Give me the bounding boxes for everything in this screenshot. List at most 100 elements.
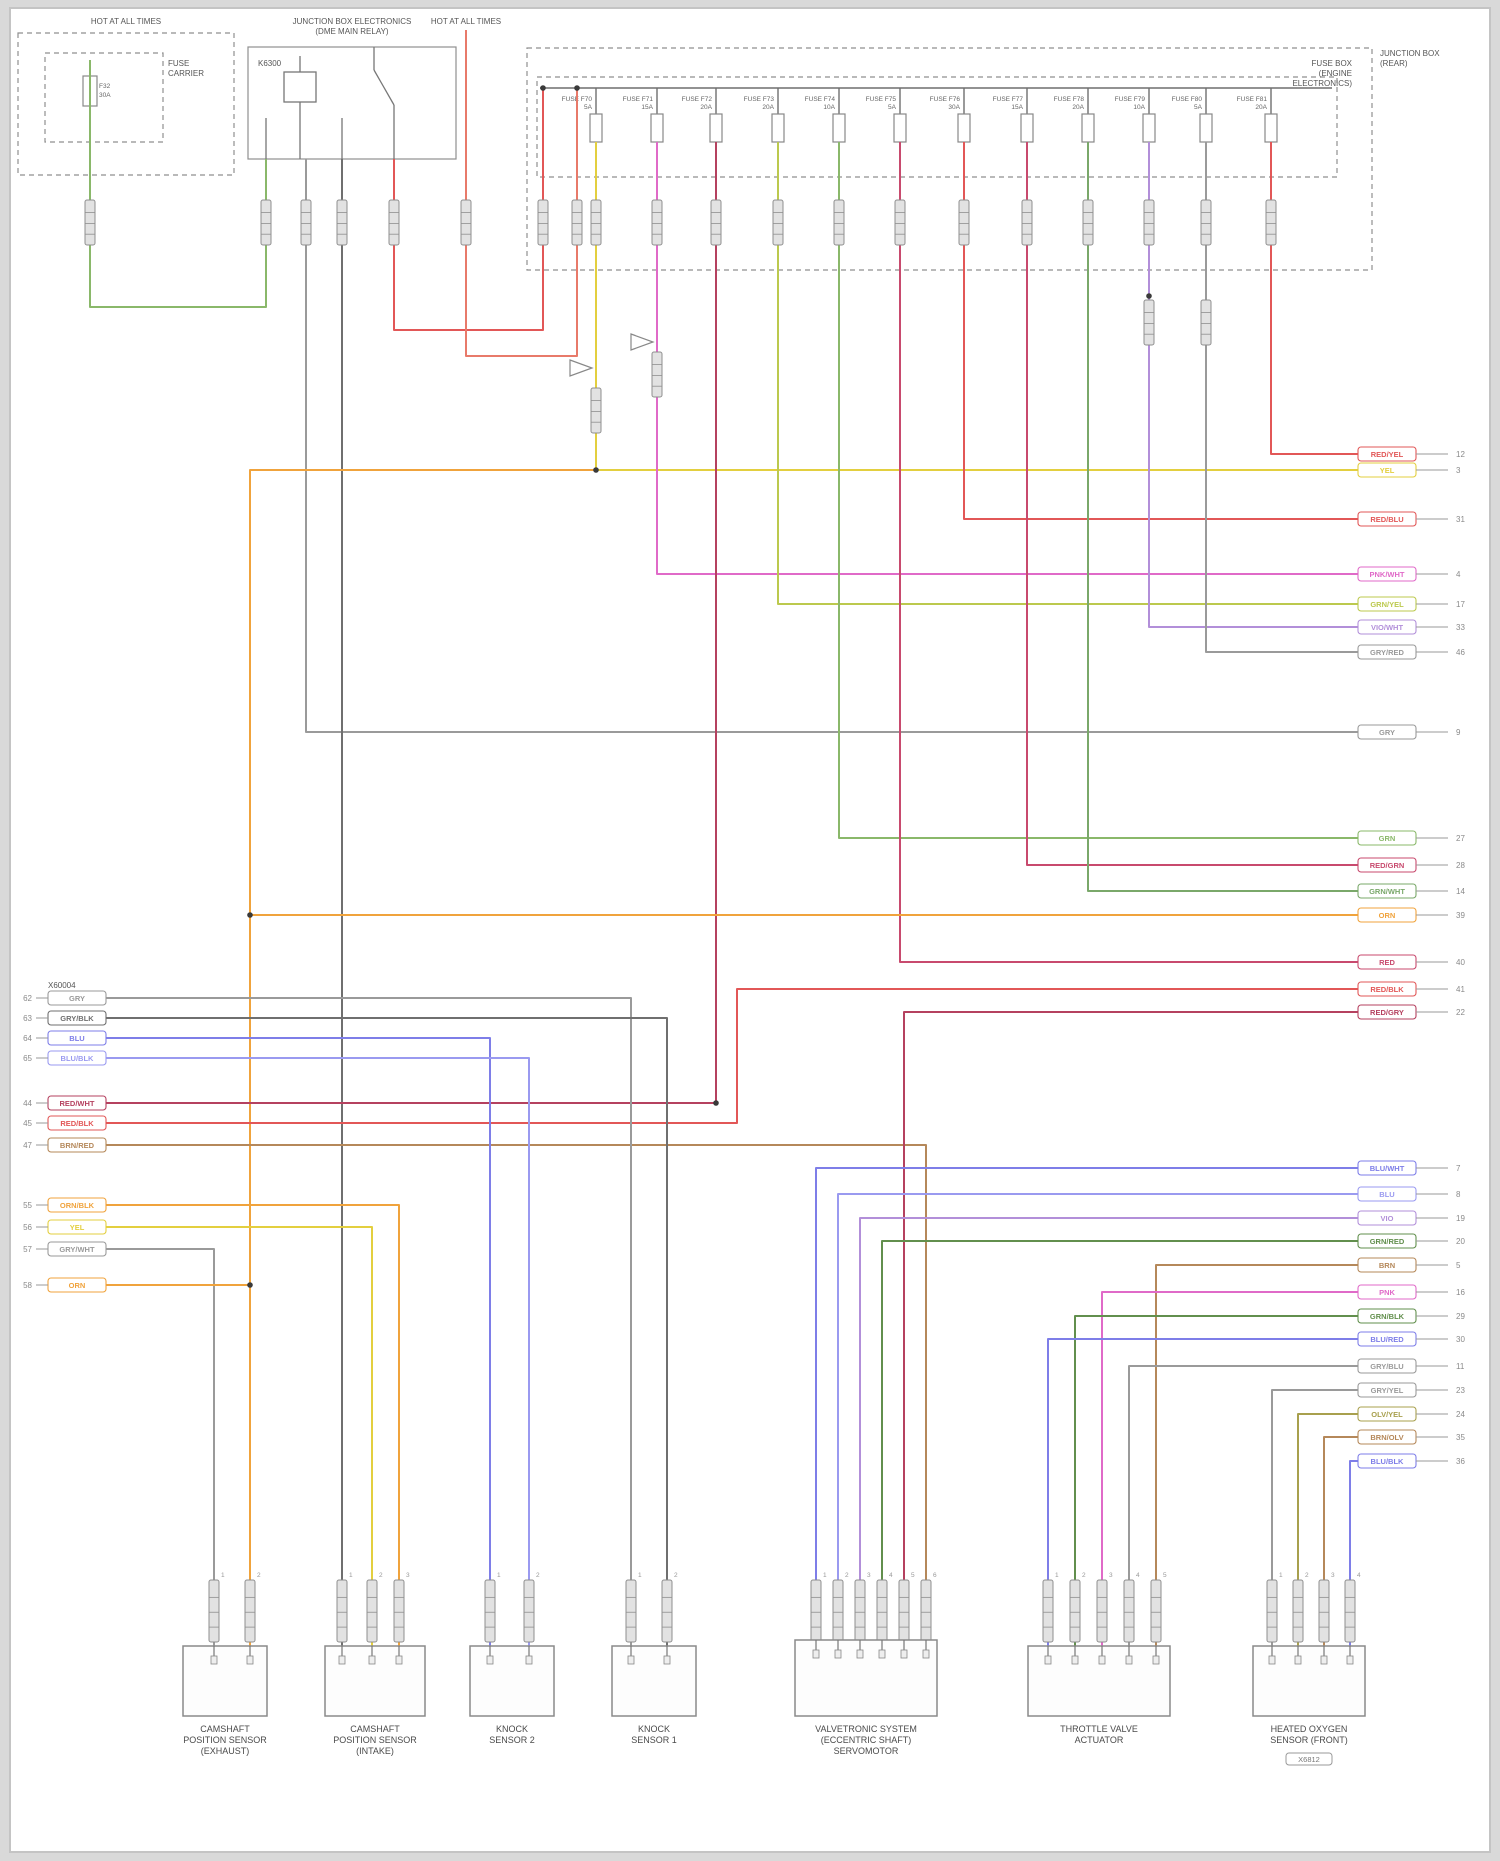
connector-sleeve: [1200, 199, 1212, 246]
fuse-icon: [1081, 113, 1095, 143]
connector-sleeve: [208, 1579, 220, 1643]
wire-label: ORN: [1379, 911, 1396, 920]
junction-dot: [247, 1282, 253, 1288]
wire-label: RED/BLK: [60, 1119, 94, 1128]
engine-fusebox-inner: [536, 76, 1338, 178]
component-pin-terminal: [1320, 1655, 1328, 1665]
wire-gray: [1128, 1365, 1358, 1646]
wire-label: PNK/WHT: [1370, 570, 1405, 579]
fuse-icon: [1199, 113, 1213, 143]
junction-dot: [593, 467, 599, 473]
component-label: VALVETRONIC SYSTEM: [815, 1724, 917, 1734]
connector-sleeve: [260, 199, 272, 246]
pin-number: 62: [23, 994, 32, 1003]
pin-number: 58: [23, 1281, 32, 1290]
wire-crimson: [1026, 142, 1358, 866]
component-label: POSITION SENSOR: [333, 1735, 417, 1745]
pin-number: 1: [1279, 1572, 1283, 1579]
connector-sleeve: [1082, 199, 1094, 246]
wire-dkgreen: [1074, 1315, 1358, 1646]
fuse-amp: 5A: [1194, 104, 1203, 111]
fuse-amp: 15A: [641, 104, 653, 111]
pin-number: 17: [1456, 600, 1465, 609]
pin-number: 4: [1357, 1572, 1361, 1579]
wire-label: RED/BLU: [1370, 515, 1403, 524]
pin-number: 8: [1456, 1190, 1461, 1199]
pin-number: 65: [23, 1054, 32, 1063]
header-text: ELECTRONICS): [1292, 79, 1352, 88]
wire-magenta: [1101, 1291, 1358, 1646]
header-text: JUNCTION BOX ELECTRONICS: [293, 17, 412, 26]
pin-number: 30: [1456, 1335, 1465, 1344]
wire-label: BLU/BLK: [61, 1054, 94, 1063]
pin-number: 5: [1163, 1572, 1167, 1579]
component-label: SERVOMOTOR: [834, 1746, 899, 1756]
fuse-carrier-box: [17, 32, 235, 176]
pin-number: 12: [1456, 450, 1465, 459]
component-label: SENSOR 2: [489, 1735, 535, 1745]
wire-crimson: [899, 142, 1358, 963]
connector-sleeve: [832, 1579, 844, 1643]
fuse-icon: [893, 113, 907, 143]
component-label: CAMSHAFT: [350, 1724, 400, 1734]
pin-number: 57: [23, 1245, 32, 1254]
component-label: THROTTLE VALVE: [1060, 1724, 1138, 1734]
header-text: HOT AT ALL TIMES: [91, 17, 161, 26]
component-label: HEATED OXYGEN: [1271, 1724, 1348, 1734]
wire-green: [838, 142, 1358, 839]
connector-sleeve: [460, 199, 472, 246]
pin-number: 2: [1305, 1572, 1309, 1579]
wire-red: [106, 988, 1358, 1124]
pin-number: 1: [497, 1572, 501, 1579]
knock-sensor-2: [469, 1645, 555, 1717]
fuse-icon: [771, 113, 785, 143]
component-label: KNOCK: [638, 1724, 670, 1734]
connector-sleeve: [84, 199, 96, 246]
wire-label: BLU: [1379, 1190, 1394, 1199]
fuse-icon: [1142, 113, 1156, 143]
connector-sleeve: [1123, 1579, 1135, 1643]
wire-label: GRY: [1379, 728, 1395, 737]
fuse-icon: [589, 113, 603, 143]
pin-number: 45: [23, 1119, 32, 1128]
wire-orange: [249, 469, 596, 1646]
pin-number: 35: [1456, 1433, 1465, 1442]
fuse-label: FUSE F76: [930, 96, 961, 103]
fuse-amp: 5A: [584, 104, 593, 111]
wire-label: RED/GRY: [1370, 1008, 1404, 1017]
wire-label: BRN: [1379, 1261, 1395, 1270]
wire-label: RED/YEL: [1371, 450, 1404, 459]
pin-number: 9: [1456, 728, 1461, 737]
header-text: (ENGINE: [1319, 69, 1352, 78]
pin-number: 31: [1456, 515, 1465, 524]
pin-number: 3: [1331, 1572, 1335, 1579]
fuse-label: FUSE F80: [1172, 96, 1203, 103]
wire-label: RED/BLK: [1370, 985, 1404, 994]
component-pin-terminal: [900, 1649, 908, 1659]
fuse-icon: [1264, 113, 1278, 143]
wire-orange: [106, 1204, 400, 1646]
pin-number: 40: [1456, 958, 1465, 967]
fuse-label: F32: [99, 83, 111, 90]
pin-number: 41: [1456, 985, 1465, 994]
fuse-amp: 30A: [948, 104, 960, 111]
pin-number: 3: [867, 1572, 871, 1579]
component-pin-terminal: [922, 1649, 930, 1659]
header-text: K6300: [258, 59, 282, 68]
component-pin-terminal: [338, 1655, 346, 1665]
pin-number: 1: [349, 1572, 353, 1579]
component-pin-terminal: [1152, 1655, 1160, 1665]
pin-number: 6: [933, 1572, 937, 1579]
fuse-label: FUSE F71: [623, 96, 654, 103]
wire-label: RED/GRN: [1370, 861, 1405, 870]
wire-label: GRY/BLU: [1370, 1362, 1403, 1371]
wire-gray: [1271, 1389, 1358, 1646]
junction-dot: [574, 85, 580, 91]
pin-number: 2: [536, 1572, 540, 1579]
junction-dot: [247, 912, 253, 918]
wire-label: VIO: [1381, 1214, 1394, 1223]
wire-label: GRY: [69, 994, 85, 1003]
dme-relay-box: [247, 46, 457, 160]
pin-number: 64: [23, 1034, 32, 1043]
fuse-label: FUSE F72: [682, 96, 713, 103]
